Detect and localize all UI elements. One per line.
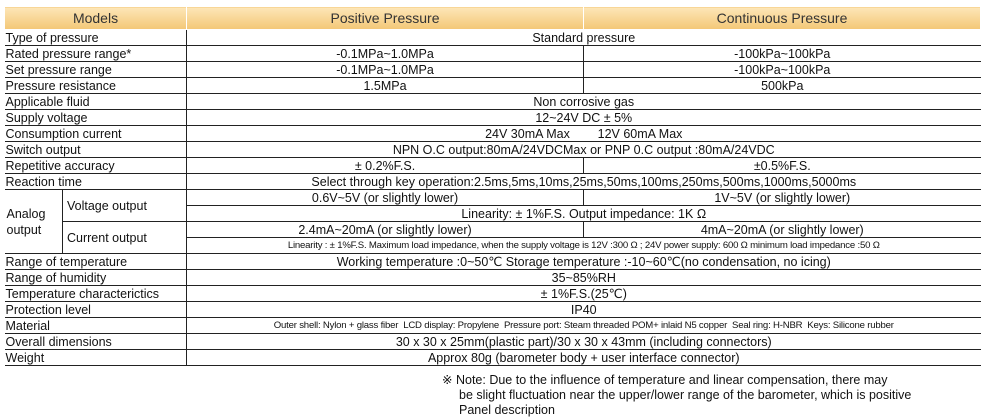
current-linearity: Linearity : ± 1%F.S. Maximum load impeda…: [186, 237, 981, 254]
row-switch-output: Switch output NPN O.C output:80mA/24VDCM…: [4, 141, 981, 158]
row-value-continuous: ±0.5%F.S.: [583, 157, 981, 174]
row-type: Type of pressure Standard pressure: [4, 29, 981, 46]
row-value-positive: 1.5MPa: [186, 77, 585, 94]
row-analog-voltage-2: Linearity: ± 1%F.S. Output impedance: 1K…: [5, 205, 981, 222]
row-label: Pressure resistance: [4, 77, 188, 94]
footnote-line-1: ※ Note: Due to the influence of temperat…: [442, 372, 982, 388]
row-repetitive-accuracy: Repetitive accuracy ± 0.2%F.S. ±0.5%F.S.: [4, 157, 981, 174]
row-value: Outer shell: Nylon + glass fiber LCD dis…: [186, 317, 981, 334]
row-label: Reaction time: [4, 173, 188, 190]
row-protection-level: Protection level IP40: [4, 301, 981, 318]
row-temperature-characteristics: Temperature characterictics ± 1%F.S.(25℃…: [4, 285, 981, 302]
row-label: Switch output: [4, 141, 188, 158]
row-value: 35~85%RH: [186, 269, 981, 286]
row-value: Working temperature :0~50℃ Storage tempe…: [186, 253, 981, 270]
footnote-text-1: Note: Due to the influence of temperatur…: [455, 373, 888, 387]
row-label: Repetitive accuracy: [4, 157, 188, 174]
row-label: Rated pressure range*: [4, 45, 188, 62]
current-output-label: Current output: [62, 221, 188, 254]
row-weight: Weight Approx 80g (barometer body + user…: [4, 349, 981, 366]
row-value: Approx 80g (barometer body + user interf…: [186, 349, 981, 366]
row-label: Range of temperature: [4, 253, 188, 270]
footnote-line-2: be slight fluctuation near the upper/low…: [459, 388, 912, 402]
row-value: 24V 30mA Max 12V 60mA Max: [186, 125, 981, 142]
header-row: Models Positive Pressure Continuous Pres…: [3, 6, 982, 30]
row-value: Non corrosive gas: [186, 93, 981, 110]
row-supply-voltage: Supply voltage 12~24V DC ± 5%: [4, 109, 981, 126]
header-continuous-pressure: Continuous Pressure: [583, 6, 982, 30]
row-value: 12~24V DC ± 5%: [186, 109, 981, 126]
footnote: ※ Note: Due to the influence of temperat…: [442, 372, 982, 418]
voltage-output-label: Voltage output: [62, 189, 188, 222]
row-value-positive: -0.1MPa~1.0MPa: [186, 45, 585, 62]
row-value-continuous: 500kPa: [583, 77, 981, 94]
row-label: Consumption current: [4, 125, 188, 142]
row-value: ± 1%F.S.(25℃): [186, 285, 981, 302]
voltage-linearity: Linearity: ± 1%F.S. Output impedance: 1K…: [186, 205, 981, 222]
row-value: 30 x 30 x 25mm(plastic part)/30 x 30 x 4…: [186, 333, 981, 350]
row-value-positive: -0.1MPa~1.0MPa: [186, 61, 585, 78]
row-value: NPN O.C output:80mA/24VDCMax or PNP 0.C …: [186, 141, 981, 158]
current-value-continuous: 4mA~20mA (or slightly lower): [583, 221, 981, 238]
row-label: Applicable fluid: [4, 93, 188, 110]
footnote-line-3: Panel description: [459, 403, 555, 417]
row-analog-current-1: Current output 2.4mA~20mA (or slightly l…: [5, 221, 981, 254]
row-label: Supply voltage: [4, 109, 188, 126]
row-label: Material: [4, 317, 188, 334]
row-set-pressure: Set pressure range -0.1MPa~1.0MPa -100kP…: [4, 61, 981, 78]
row-rated-pressure: Rated pressure range* -0.1MPa~1.0MPa -10…: [4, 45, 981, 62]
row-humidity: Range of humidity 35~85%RH: [4, 269, 981, 286]
current-value-positive: 2.4mA~20mA (or slightly lower): [186, 221, 585, 238]
row-pressure-resistance: Pressure resistance 1.5MPa 500kPa: [4, 77, 981, 94]
row-material: Material Outer shell: Nylon + glass fibe…: [4, 317, 981, 334]
reference-mark-icon: ※: [442, 372, 453, 387]
row-applicable-fluid: Applicable fluid Non corrosive gas: [4, 93, 981, 110]
header-models: Models: [3, 6, 188, 30]
row-label: Overall dimensions: [4, 333, 188, 350]
analog-output-label: Analog output: [4, 189, 63, 254]
voltage-value-positive: 0.6V~5V (or slightly lower): [186, 189, 585, 206]
row-analog-voltage-1: Analog output Voltage output 0.6V~5V (or…: [4, 189, 981, 254]
row-value: Select through key operation:2.5ms,5ms,1…: [186, 173, 981, 190]
row-label: Protection level: [4, 301, 188, 318]
row-label: Set pressure range: [4, 61, 188, 78]
row-value-continuous: -100kPa~100kPa: [583, 61, 981, 78]
row-analog-current-2: Linearity : ± 1%F.S. Maximum load impeda…: [5, 237, 981, 254]
row-value: Standard pressure: [186, 29, 981, 46]
row-label: Type of pressure: [4, 29, 188, 46]
row-label: Temperature characterictics: [4, 285, 188, 302]
row-overall-dimensions: Overall dimensions 30 x 30 x 25mm(plasti…: [4, 333, 981, 350]
row-value-positive: ± 0.2%F.S.: [186, 157, 585, 174]
spec-table: Models Positive Pressure Continuous Pres…: [3, 6, 982, 366]
row-label: Weight: [4, 349, 188, 366]
row-temperature: Range of temperature Working temperature…: [4, 253, 981, 270]
row-consumption-current: Consumption current 24V 30mA Max 12V 60m…: [4, 125, 981, 142]
row-label: Range of humidity: [4, 269, 188, 286]
header-positive-pressure: Positive Pressure: [186, 6, 585, 30]
row-reaction-time: Reaction time Select through key operati…: [4, 173, 981, 190]
row-value-continuous: -100kPa~100kPa: [583, 45, 981, 62]
row-value: IP40: [186, 301, 981, 318]
voltage-value-continuous: 1V~5V (or slightly lower): [583, 189, 981, 206]
